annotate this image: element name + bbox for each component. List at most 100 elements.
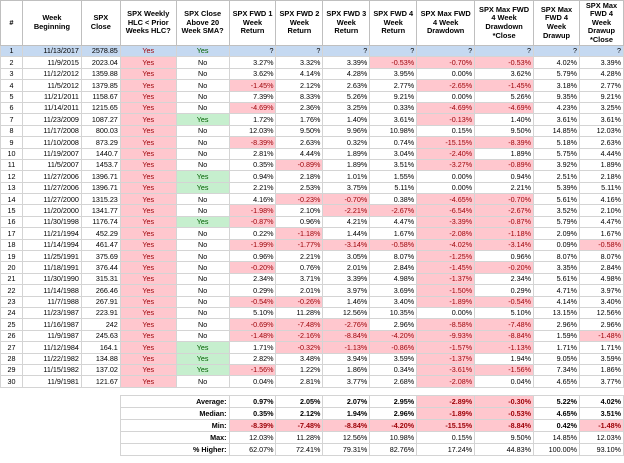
table-cell[interactable]: 1.89%	[474, 147, 535, 160]
table-cell[interactable]: 5.10%	[228, 306, 277, 320]
table-cell[interactable]: 0.96%	[474, 250, 535, 263]
table-cell[interactable]: 4.71%	[533, 284, 580, 297]
table-cell[interactable]: No	[175, 193, 230, 206]
table-cell[interactable]: 29	[0, 363, 23, 377]
summary-value[interactable]: -4.20%	[369, 418, 418, 432]
table-cell[interactable]: 2.21%	[275, 250, 324, 263]
table-cell[interactable]: 0.32%	[322, 136, 371, 149]
table-cell[interactable]: Yes	[119, 147, 177, 160]
table-cell[interactable]: 25	[0, 318, 23, 331]
table-cell[interactable]: No	[175, 90, 230, 103]
table-cell[interactable]: No	[175, 329, 230, 343]
table-cell[interactable]: Yes	[119, 67, 177, 81]
table-cell[interactable]: -2.08%	[416, 375, 476, 388]
table-cell[interactable]: -1.77%	[275, 238, 324, 252]
summary-value[interactable]: -1.48%	[578, 418, 624, 432]
table-cell[interactable]: 0.94%	[474, 170, 535, 183]
table-cell[interactable]: Yes	[119, 352, 177, 365]
table-cell[interactable]: 13	[0, 181, 23, 195]
summary-value[interactable]: -8.39%	[228, 418, 277, 432]
table-cell[interactable]: Yes	[119, 101, 177, 115]
table-cell[interactable]: Yes	[175, 170, 230, 183]
table-cell[interactable]: 9.35%	[533, 90, 580, 103]
table-cell[interactable]: 1440.7	[80, 147, 121, 160]
table-cell[interactable]: 3.62%	[474, 67, 535, 81]
table-cell[interactable]: Yes	[175, 215, 230, 229]
summary-value[interactable]: 5.22%	[533, 394, 580, 408]
table-cell[interactable]: 17	[0, 227, 23, 240]
table-cell[interactable]: 1.01%	[322, 170, 371, 183]
table-cell[interactable]: 1	[0, 44, 23, 58]
table-cell[interactable]: -3.14%	[474, 238, 535, 252]
table-cell[interactable]: 1396.71	[80, 170, 121, 183]
table-cell[interactable]: 3.62%	[228, 67, 277, 81]
table-cell[interactable]: 0.34%	[369, 363, 418, 377]
table-cell[interactable]: 2023.04	[80, 56, 121, 69]
table-cell[interactable]: 0.09%	[533, 238, 580, 252]
table-cell[interactable]: 12.03%	[228, 124, 277, 138]
table-cell[interactable]: 11/27/2006	[21, 181, 82, 195]
table-cell[interactable]: Yes	[175, 181, 230, 195]
table-cell[interactable]: 2.18%	[275, 170, 324, 183]
table-cell[interactable]: ?	[275, 44, 324, 58]
table-cell[interactable]: -1.37%	[416, 352, 476, 365]
table-cell[interactable]: 11/21/1994	[21, 227, 82, 240]
table-cell[interactable]: 7	[0, 113, 23, 126]
table-cell[interactable]: Yes	[119, 250, 177, 263]
table-cell[interactable]: 9.50%	[275, 124, 324, 138]
table-cell[interactable]: 3.97%	[322, 284, 371, 297]
table-cell[interactable]: -0.70%	[322, 193, 371, 206]
table-cell[interactable]: 223.91	[80, 306, 121, 320]
table-cell[interactable]: 2.82%	[228, 352, 277, 365]
summary-value[interactable]: 12.03%	[228, 430, 277, 444]
table-cell[interactable]: 9	[0, 136, 23, 149]
table-cell[interactable]: 9.05%	[533, 352, 580, 365]
table-cell[interactable]: -1.56%	[474, 363, 535, 377]
table-cell[interactable]: 5.79%	[533, 67, 580, 81]
summary-value[interactable]: 0.35%	[228, 406, 277, 420]
table-cell[interactable]: 24	[0, 306, 23, 320]
table-cell[interactable]: Yes	[175, 44, 230, 58]
table-cell[interactable]: 3.18%	[533, 79, 580, 92]
table-cell[interactable]: 3.32%	[275, 56, 324, 69]
summary-value[interactable]: 2.95%	[369, 394, 418, 408]
table-cell[interactable]: 2.63%	[578, 136, 624, 149]
table-cell[interactable]: No	[175, 136, 230, 149]
table-cell[interactable]: -1.89%	[416, 295, 476, 309]
table-cell[interactable]: 4.23%	[533, 101, 580, 115]
table-cell[interactable]: -1.18%	[474, 227, 535, 240]
table-cell[interactable]: 2.84%	[369, 261, 418, 274]
table-cell[interactable]: -1.57%	[416, 341, 476, 354]
table-cell[interactable]: -0.54%	[474, 295, 535, 309]
table-cell[interactable]: 11/7/1988	[21, 295, 82, 309]
table-cell[interactable]: 2.96%	[369, 318, 418, 331]
table-cell[interactable]: 2.51%	[533, 170, 580, 183]
table-cell[interactable]: 20	[0, 261, 23, 274]
table-cell[interactable]: 1379.85	[80, 79, 121, 92]
table-cell[interactable]: -8.84%	[322, 329, 371, 343]
table-cell[interactable]: No	[175, 295, 230, 309]
table-cell[interactable]: ?	[322, 44, 371, 58]
table-cell[interactable]: 8.07%	[578, 250, 624, 263]
table-cell[interactable]: 4.16%	[578, 193, 624, 206]
table-cell[interactable]: No	[175, 204, 230, 217]
table-cell[interactable]: -0.87%	[474, 215, 535, 229]
table-cell[interactable]: 11/20/2000	[21, 204, 82, 217]
table-cell[interactable]: 4.28%	[578, 67, 624, 81]
table-cell[interactable]: 0.04%	[228, 375, 277, 388]
table-cell[interactable]: 1.44%	[322, 227, 371, 240]
table-cell[interactable]: -0.58%	[369, 238, 418, 252]
table-cell[interactable]: 11/19/2007	[21, 147, 82, 160]
summary-value[interactable]: 4.65%	[533, 406, 580, 420]
table-cell[interactable]: 11/22/1982	[21, 352, 82, 365]
table-cell[interactable]: 1.86%	[578, 363, 624, 377]
table-cell[interactable]: 2.09%	[533, 227, 580, 240]
table-cell[interactable]: 8.07%	[369, 250, 418, 263]
table-cell[interactable]: 4.98%	[369, 272, 418, 286]
table-cell[interactable]: 137.02	[80, 363, 121, 377]
summary-value[interactable]: 100.00%	[533, 442, 580, 456]
table-cell[interactable]: -1.13%	[474, 341, 535, 354]
table-cell[interactable]: No	[175, 101, 230, 115]
table-cell[interactable]: 1396.71	[80, 181, 121, 195]
table-cell[interactable]: 3.25%	[322, 101, 371, 115]
